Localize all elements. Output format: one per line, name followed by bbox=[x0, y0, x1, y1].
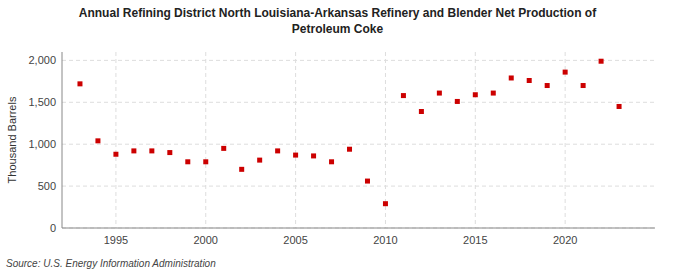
y-tick-label: 500 bbox=[38, 180, 56, 192]
point bbox=[221, 146, 226, 151]
point bbox=[347, 147, 352, 152]
x-axis-line bbox=[62, 228, 655, 229]
point bbox=[239, 167, 244, 172]
chart: Annual Refining District North Louisiana… bbox=[0, 0, 675, 275]
point bbox=[617, 104, 622, 109]
x-tick-label: 2020 bbox=[553, 234, 577, 246]
y-grid-line bbox=[62, 144, 655, 145]
y-axis-label: Thousand Barrels bbox=[6, 96, 18, 183]
point bbox=[437, 91, 442, 96]
x-grid-line bbox=[205, 52, 206, 228]
x-grid-line bbox=[475, 52, 476, 228]
point bbox=[473, 92, 478, 97]
point bbox=[455, 99, 460, 104]
y-tick-label: 0 bbox=[50, 222, 56, 234]
point bbox=[599, 59, 604, 64]
x-tick-label: 2005 bbox=[283, 234, 307, 246]
point bbox=[581, 83, 586, 88]
x-tick-label: 2015 bbox=[463, 234, 487, 246]
point bbox=[491, 91, 496, 96]
point bbox=[419, 109, 424, 114]
point bbox=[545, 83, 550, 88]
point bbox=[311, 153, 316, 158]
point bbox=[365, 179, 370, 184]
point bbox=[185, 159, 190, 164]
point bbox=[329, 159, 334, 164]
point bbox=[563, 70, 568, 75]
point bbox=[95, 138, 100, 143]
source: Source: U.S. Energy Information Administ… bbox=[6, 258, 216, 269]
grid bbox=[62, 52, 655, 228]
point bbox=[113, 152, 118, 157]
point bbox=[509, 75, 514, 80]
point bbox=[401, 93, 406, 98]
point bbox=[257, 158, 262, 163]
y-grid-line bbox=[62, 186, 655, 187]
y-axis-line bbox=[62, 52, 63, 228]
points bbox=[77, 59, 621, 206]
y-tick-label: 1,000 bbox=[28, 138, 56, 150]
y-tick-label: 1,500 bbox=[28, 96, 56, 108]
point bbox=[383, 201, 388, 206]
y-tick-label: 2,000 bbox=[28, 54, 56, 66]
x-grid-line bbox=[115, 52, 116, 228]
point bbox=[77, 81, 82, 86]
x-tick-label: 2000 bbox=[194, 234, 218, 246]
x-tick-label: 1995 bbox=[104, 234, 128, 246]
y-grid-line bbox=[62, 228, 655, 229]
point bbox=[149, 148, 154, 153]
point bbox=[275, 148, 280, 153]
x-grid-line bbox=[295, 52, 296, 228]
y-grid-line bbox=[62, 102, 655, 103]
point bbox=[527, 78, 532, 83]
x-grid-line bbox=[565, 52, 566, 228]
point bbox=[293, 153, 298, 158]
point bbox=[131, 148, 136, 153]
title: Annual Refining District North Louisiana… bbox=[79, 6, 597, 36]
tick-labels: 0 500 1,000 1,500 2,000 1995 2000 2005 2010 2015 2… bbox=[28, 54, 577, 246]
point bbox=[203, 159, 208, 164]
x-tick-label: 2010 bbox=[373, 234, 397, 246]
point bbox=[167, 150, 172, 155]
y-grid-line bbox=[62, 60, 655, 61]
